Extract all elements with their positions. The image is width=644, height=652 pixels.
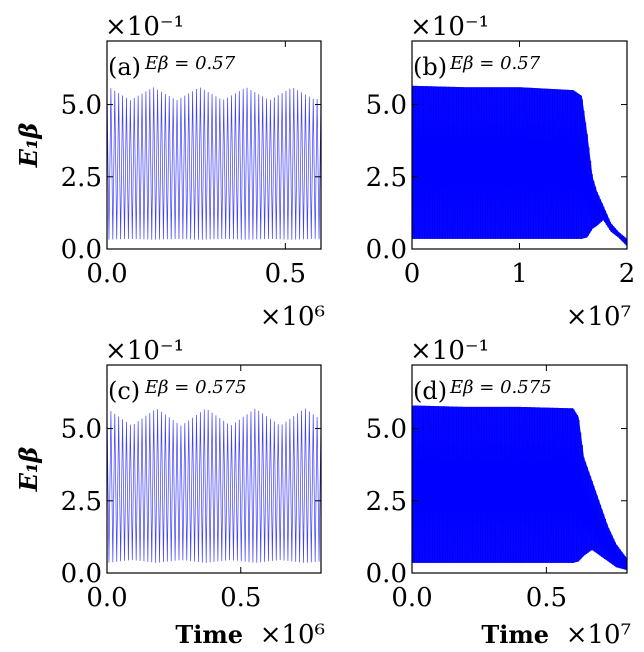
x-multiplier: ×10⁷ bbox=[566, 620, 631, 650]
panel-annotation: Eβ = 0.575 bbox=[449, 377, 552, 398]
y-tick-label: 2.5 bbox=[366, 487, 407, 517]
y-tick-label: 2.5 bbox=[61, 163, 102, 193]
x-tick-label: 0.5 bbox=[220, 583, 261, 613]
y-tick-label: 5.0 bbox=[366, 415, 407, 445]
panel-a: 0.0 0.5 0.0 2.5 5.0 ×10⁻¹ ×10⁶ (a) Eβ = 0.57 E₁β bbox=[14, 12, 325, 332]
y-multiplier: ×10⁻¹ bbox=[410, 336, 489, 366]
y-multiplier: ×10⁻¹ bbox=[105, 12, 184, 42]
panel-c: 0.0 0.5 0.0 2.5 5.0 ×10⁻¹ ×10⁶ (c) Eβ = 0.575 E₁β… bbox=[14, 336, 325, 650]
y-multiplier: ×10⁻¹ bbox=[410, 12, 489, 42]
panel-annotation: Eβ = 0.575 bbox=[144, 377, 247, 398]
panel-annotation: Eβ = 0.57 bbox=[144, 53, 236, 74]
y-tick-label: 5.0 bbox=[61, 415, 102, 445]
y-tick-label: 0.0 bbox=[366, 235, 407, 265]
axes-frame bbox=[106, 40, 322, 250]
x-tick-label: 1 bbox=[511, 259, 528, 289]
x-axis-label: Time bbox=[175, 620, 243, 649]
x-multiplier: ×10⁶ bbox=[260, 302, 325, 332]
x-tick-label: 0.0 bbox=[391, 583, 432, 613]
x-axis-label: Time bbox=[481, 620, 549, 649]
y-tick-label: 5.0 bbox=[61, 91, 102, 121]
x-tick-label: 0 bbox=[404, 259, 421, 289]
panel-label: (b) bbox=[413, 53, 447, 81]
x-multiplier: ×10⁶ bbox=[260, 620, 325, 650]
panel-label: (d) bbox=[413, 377, 447, 405]
y-multiplier: ×10⁻¹ bbox=[105, 336, 184, 366]
y-tick-label: 2.5 bbox=[61, 487, 102, 517]
x-multiplier: ×10⁷ bbox=[566, 302, 631, 332]
panel-d: 0.0 0.5 0.0 2.5 5.0 ×10⁻¹ ×10⁷ (d) Eβ = 0.575 Tim… bbox=[366, 336, 631, 650]
y-tick-label: 5.0 bbox=[366, 91, 407, 121]
y-tick-label: 0.0 bbox=[61, 235, 102, 265]
signal-line bbox=[412, 85, 627, 246]
y-tick-label: 2.5 bbox=[366, 163, 407, 193]
y-axis-label: E₁β bbox=[14, 123, 43, 169]
signal-line bbox=[412, 405, 627, 570]
y-tick-label: 0.0 bbox=[61, 559, 102, 589]
x-tick-label: 0.0 bbox=[86, 259, 127, 289]
axes-frame bbox=[106, 364, 322, 574]
x-tick-label: 0.5 bbox=[265, 259, 306, 289]
panel-label: (a) bbox=[108, 53, 141, 81]
y-tick-label: 0.0 bbox=[366, 559, 407, 589]
x-tick-label: 2 bbox=[619, 259, 636, 289]
panel-label: (c) bbox=[108, 377, 140, 405]
panel-b: 0 1 2 0.0 2.5 5.0 ×10⁻¹ ×10⁷ (b) Eβ = 0.57 bbox=[366, 12, 636, 332]
x-tick-label: 0.0 bbox=[86, 583, 127, 613]
signal-line bbox=[107, 408, 321, 563]
y-axis-label: E₁β bbox=[14, 447, 43, 493]
x-tick-label: 0.5 bbox=[526, 583, 567, 613]
axes-frame bbox=[411, 364, 628, 574]
panel-annotation: Eβ = 0.57 bbox=[449, 53, 541, 74]
signal-line bbox=[107, 85, 321, 240]
